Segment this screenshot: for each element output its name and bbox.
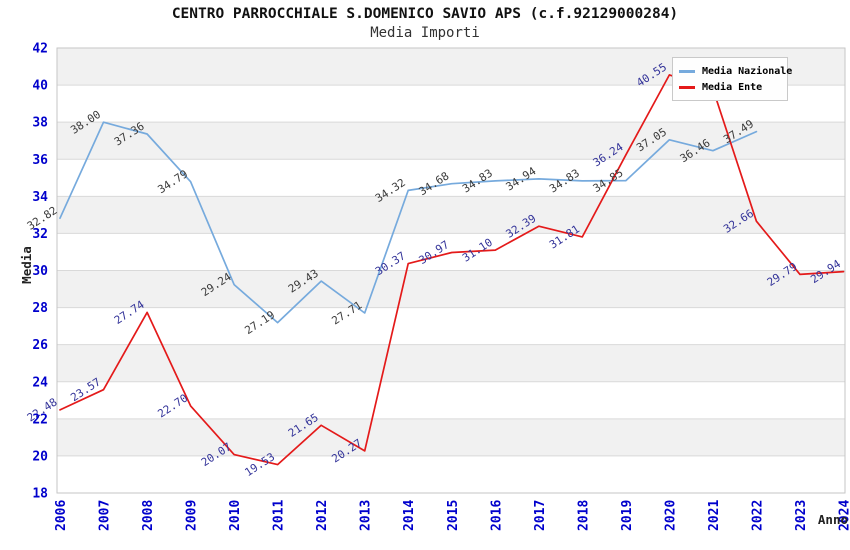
plot-border <box>56 47 846 494</box>
x-axis-tick-label: 2009 <box>185 500 200 531</box>
y-axis-tick-label: 42 <box>32 42 48 57</box>
legend-swatch-icon <box>679 85 695 89</box>
plot-band <box>57 159 845 197</box>
x-axis-tick-label: 2016 <box>489 500 504 531</box>
x-axis-tick-label: 2015 <box>446 500 461 531</box>
series-line-media-nazionale <box>59 121 758 324</box>
x-axis-title: Anno <box>818 512 848 527</box>
y-axis-tick-label: 34 <box>32 190 48 205</box>
y-axis-tick-label: 24 <box>32 375 48 390</box>
legend-entry-1: Media Ente <box>679 79 783 95</box>
x-axis-tick-label: 2013 <box>359 500 374 531</box>
plot-band <box>57 196 845 234</box>
y-axis-tick-label: 40 <box>32 79 48 94</box>
chart-subtitle: Media Importi <box>370 25 480 41</box>
plot-band <box>57 418 845 456</box>
y-axis-tick-label: 20 <box>32 449 48 464</box>
x-axis-tick-label: 2019 <box>620 500 635 531</box>
x-axis-tick-label: 2020 <box>663 500 678 531</box>
y-axis-title: Media <box>19 246 34 284</box>
legend-entry-0: Media Nazionale <box>679 63 792 79</box>
x-axis-tick-label: 2017 <box>533 500 548 531</box>
x-axis-tick-label: 2014 <box>402 500 417 531</box>
y-axis-tick-label: 30 <box>32 264 48 279</box>
plot-band <box>57 455 845 493</box>
x-axis-tick-label: 2021 <box>707 500 722 531</box>
y-axis-tick-label: 36 <box>32 153 48 168</box>
x-axis-tick-label: 2024 <box>838 500 850 531</box>
x-axis-tick-label: 2023 <box>794 500 809 531</box>
plot-band <box>57 307 845 345</box>
x-axis-tick-label: 2011 <box>272 500 287 531</box>
x-axis-tick-label: 2008 <box>141 500 156 531</box>
legend-swatch-icon <box>679 69 695 73</box>
x-axis-tick-label: 2006 <box>54 500 69 531</box>
plot-band <box>57 122 845 160</box>
y-axis-tick-label: 26 <box>32 338 48 353</box>
chart-title: CENTRO PARROCCHIALE S.DOMENICO SAVIO APS… <box>171 6 679 22</box>
y-axis-tick-label: 32 <box>32 227 48 242</box>
y-axis-tick-label: 22 <box>32 412 48 427</box>
x-axis-tick-label: 2018 <box>576 500 591 531</box>
x-axis-tick-label: 2007 <box>98 500 113 531</box>
y-axis-tick-label: 38 <box>32 116 48 131</box>
legend-label: Media Nazionale <box>702 65 793 77</box>
legend-label: Media Ente <box>702 81 763 93</box>
x-axis-tick-label: 2010 <box>228 500 243 531</box>
y-axis-tick-label: 28 <box>32 301 48 316</box>
x-axis-tick-label: 2012 <box>315 500 330 531</box>
plot-band <box>57 270 845 308</box>
y-axis-tick-label: 18 <box>32 487 48 502</box>
chart-legend: Media Nazionale Media Ente <box>672 57 792 101</box>
plot-band <box>57 344 845 382</box>
x-axis-tick-label: 2022 <box>750 500 765 531</box>
